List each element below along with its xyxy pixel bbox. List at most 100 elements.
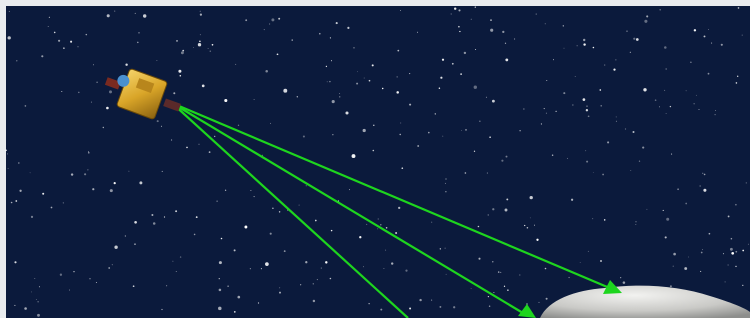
star	[300, 284, 301, 285]
star	[639, 161, 640, 162]
star	[700, 271, 701, 272]
star	[71, 173, 73, 175]
star	[600, 260, 602, 262]
star	[541, 123, 542, 124]
star	[34, 278, 35, 279]
star	[409, 308, 411, 310]
star	[198, 43, 201, 46]
star	[61, 91, 62, 92]
star	[134, 221, 137, 224]
star	[238, 125, 239, 126]
star	[711, 43, 712, 44]
star	[305, 261, 307, 263]
star	[134, 243, 135, 244]
star	[505, 43, 506, 44]
star	[176, 271, 177, 272]
star	[51, 207, 53, 209]
star	[583, 43, 585, 45]
star	[646, 209, 647, 210]
star	[175, 210, 177, 212]
star	[478, 258, 480, 260]
star	[583, 98, 586, 101]
star	[659, 9, 661, 11]
star	[96, 82, 98, 84]
star	[704, 174, 706, 176]
star	[359, 236, 361, 238]
star	[464, 52, 466, 54]
star	[212, 44, 214, 46]
star	[303, 135, 305, 137]
star	[391, 262, 393, 264]
star	[106, 107, 109, 110]
space-background	[6, 6, 750, 318]
star	[400, 10, 401, 11]
star	[544, 108, 545, 109]
star	[487, 173, 488, 174]
star	[89, 278, 90, 279]
star	[264, 29, 265, 30]
star	[110, 189, 113, 192]
star	[536, 239, 538, 241]
star	[736, 82, 738, 84]
star	[37, 301, 38, 302]
star	[49, 17, 50, 18]
star	[492, 261, 493, 262]
star	[153, 222, 156, 225]
star	[728, 264, 729, 265]
star	[69, 290, 70, 291]
star	[546, 113, 547, 114]
star	[530, 217, 531, 218]
star	[14, 305, 15, 306]
star	[182, 50, 184, 52]
star	[186, 147, 188, 149]
star	[221, 238, 223, 240]
star	[552, 154, 553, 155]
star	[88, 151, 89, 152]
star	[696, 95, 697, 96]
star	[670, 285, 672, 287]
star	[616, 116, 617, 117]
star	[442, 136, 443, 137]
star	[395, 232, 397, 234]
star	[630, 170, 631, 171]
star	[409, 73, 410, 74]
star	[352, 154, 356, 158]
star	[313, 300, 315, 302]
star	[666, 218, 669, 221]
star	[224, 99, 227, 102]
star	[73, 271, 74, 272]
star	[694, 103, 695, 104]
page: (() => { const data = JSON.parse(documen…	[0, 0, 750, 318]
star	[486, 97, 487, 98]
star	[714, 114, 715, 115]
star	[109, 90, 112, 93]
star	[534, 225, 535, 226]
star	[254, 196, 255, 197]
star	[684, 267, 687, 270]
star	[176, 40, 178, 42]
star	[666, 113, 667, 114]
star	[708, 73, 710, 75]
star	[519, 274, 520, 275]
star	[78, 92, 80, 94]
star	[373, 125, 374, 126]
star	[506, 198, 508, 200]
star	[19, 190, 21, 192]
star	[586, 161, 588, 163]
star	[383, 268, 384, 269]
star	[507, 289, 509, 291]
star	[396, 91, 399, 94]
star	[479, 121, 480, 122]
star	[419, 299, 421, 301]
star	[475, 7, 476, 8]
star	[39, 286, 40, 287]
star	[465, 172, 467, 174]
star	[445, 191, 446, 192]
star	[279, 292, 281, 294]
star	[630, 52, 631, 53]
star	[234, 311, 236, 313]
star	[625, 128, 626, 129]
star	[715, 110, 716, 111]
star	[446, 274, 447, 275]
star	[91, 102, 92, 103]
